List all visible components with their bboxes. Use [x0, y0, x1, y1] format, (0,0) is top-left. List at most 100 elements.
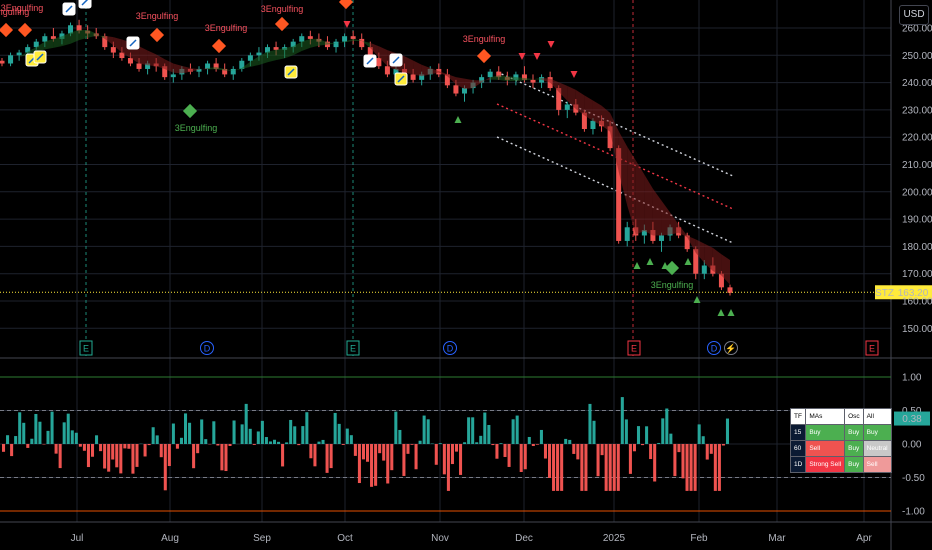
osc-bar	[14, 436, 18, 444]
buy-triangle	[727, 309, 735, 316]
price-tag-label: 163.20	[898, 288, 929, 299]
ribbon-segment	[156, 54, 165, 69]
bull-diamond	[664, 260, 680, 276]
osc-bar	[386, 444, 390, 484]
row-tf: 15	[789, 424, 807, 441]
candle-body	[145, 63, 151, 69]
earnings-icon[interactable]	[346, 340, 360, 356]
ribbon-segment	[635, 160, 645, 235]
ribbon-segment	[473, 80, 482, 89]
osc-bar	[677, 444, 681, 453]
osc-bar	[260, 420, 264, 444]
earnings-icon[interactable]	[79, 340, 93, 356]
osc-bar	[394, 411, 398, 444]
candle-body	[590, 120, 596, 130]
earnings-icon[interactable]	[865, 340, 879, 356]
candle-body	[384, 66, 390, 75]
buy-triangle	[684, 258, 692, 265]
osc-bar	[378, 444, 382, 454]
candle-body	[290, 41, 296, 48]
osc-bar	[709, 444, 713, 454]
candle-body	[701, 265, 707, 274]
osc-bar	[616, 444, 620, 491]
osc-bar	[564, 438, 568, 444]
candle-body	[162, 66, 168, 78]
osc-bar	[584, 444, 588, 491]
osc-axis-label: 0.50	[902, 406, 922, 417]
osc-bar	[418, 440, 422, 444]
candle-body	[119, 52, 125, 59]
candle-body	[718, 273, 724, 288]
event-marker-label: E	[83, 344, 89, 354]
osc-bar	[641, 444, 645, 446]
ribbon-segment	[575, 89, 585, 116]
currency-button[interactable]: USD	[899, 5, 929, 25]
osc-bar	[66, 413, 70, 444]
symbol-tag-label: STZ	[875, 288, 894, 299]
osc-bar	[127, 444, 131, 449]
osc-bar	[539, 429, 543, 444]
candle-body	[658, 235, 664, 241]
split-icon[interactable]	[724, 341, 738, 355]
osc-bar	[281, 444, 285, 467]
osc-bar	[414, 444, 418, 470]
dividend-icon[interactable]	[443, 341, 457, 355]
ribbon-segment	[293, 41, 302, 56]
osc-bar	[192, 444, 196, 469]
osc-bar	[309, 444, 313, 459]
ribbon-segment	[310, 38, 319, 48]
candle-body	[8, 55, 14, 64]
osc-bar	[471, 417, 475, 444]
osc-bar	[382, 444, 386, 461]
dividend-icon[interactable]	[707, 341, 721, 355]
signal-row-1d: 1D Strong Sell Buy Sell	[789, 456, 892, 473]
ribbon-segment	[584, 95, 593, 121]
price-tag	[894, 285, 932, 300]
ribbon-segment	[507, 76, 516, 82]
osc-bar	[398, 429, 402, 444]
ribbon-segment	[464, 78, 474, 89]
osc-bar	[224, 444, 228, 472]
bear-diamond	[149, 27, 165, 43]
price-axis-label: 250.00	[902, 51, 932, 62]
candle-body	[453, 85, 459, 94]
candle-body	[616, 148, 622, 241]
osc-bar	[402, 444, 406, 476]
symbol-tag	[875, 285, 894, 300]
osc-bar	[341, 444, 345, 445]
osc-bar	[167, 444, 171, 467]
event-marker-label: D	[447, 344, 454, 354]
osc-bar	[2, 444, 6, 452]
osc-bar	[410, 444, 414, 445]
osc-histogram	[2, 397, 729, 491]
osc-bar	[297, 444, 301, 446]
osc-bar	[548, 444, 552, 478]
osc-bar	[301, 426, 305, 444]
osc-bar	[232, 420, 236, 444]
sell-triangle	[343, 21, 351, 28]
candle-body	[265, 47, 271, 53]
osc-bar	[527, 436, 531, 444]
osc-bar	[515, 415, 519, 444]
time-axis-label: Aug	[161, 533, 179, 544]
osc-bar	[390, 444, 394, 471]
osc-bar	[479, 435, 483, 444]
osc-bar	[179, 437, 183, 444]
osc-bar	[293, 426, 297, 444]
earnings-icon[interactable]	[627, 340, 641, 356]
osc-bar	[422, 415, 426, 444]
ribbon-segment	[207, 67, 217, 70]
ribbon-segment	[515, 77, 525, 82]
candle-body	[521, 74, 527, 80]
signal-row-15: 15 Buy Buy Buy	[789, 424, 892, 441]
osc-bar	[264, 437, 268, 444]
ribbon-segment	[216, 67, 225, 71]
osc-bar	[434, 444, 438, 465]
candle-body	[273, 47, 279, 50]
osc-bar	[725, 418, 729, 444]
osc-bar	[531, 444, 535, 447]
dividend-icon[interactable]	[200, 341, 214, 355]
ribbon-segment	[164, 59, 174, 73]
